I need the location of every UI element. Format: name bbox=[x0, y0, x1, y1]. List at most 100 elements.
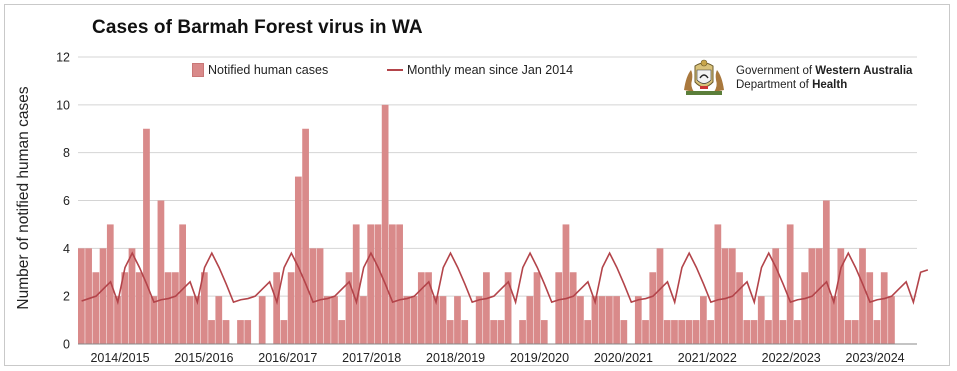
bar bbox=[649, 272, 657, 344]
bar bbox=[114, 296, 121, 344]
bar bbox=[634, 296, 642, 344]
bar bbox=[859, 248, 866, 344]
x-tick-label: 2018/2019 bbox=[426, 351, 485, 365]
x-tick-label: 2023/2024 bbox=[846, 351, 905, 365]
legend-item-mean: Monthly mean since Jan 2014 bbox=[387, 63, 573, 77]
bar bbox=[360, 296, 367, 344]
bar bbox=[374, 224, 382, 344]
y-tick-label: 8 bbox=[63, 146, 70, 160]
bar bbox=[656, 248, 664, 344]
bar bbox=[598, 296, 606, 344]
bar bbox=[121, 272, 129, 344]
department-branding: Government of Western Australia Departme… bbox=[736, 64, 912, 92]
bar bbox=[208, 320, 215, 344]
legend-swatch-bar bbox=[192, 63, 204, 77]
bar bbox=[584, 320, 592, 344]
bar bbox=[461, 320, 469, 344]
bar bbox=[692, 320, 700, 344]
bar bbox=[504, 272, 512, 344]
bar bbox=[822, 200, 830, 344]
bar bbox=[106, 224, 114, 344]
bar bbox=[577, 296, 584, 344]
bar bbox=[200, 272, 208, 344]
bar bbox=[128, 248, 136, 344]
bar bbox=[519, 320, 526, 344]
bar bbox=[338, 320, 346, 344]
bar bbox=[844, 320, 852, 344]
bar bbox=[671, 320, 678, 344]
bar bbox=[750, 320, 758, 344]
bar bbox=[454, 296, 461, 344]
bar bbox=[873, 320, 881, 344]
x-tick-label: 2019/2020 bbox=[510, 351, 569, 365]
bar bbox=[888, 296, 895, 344]
x-tick-label: 2014/2015 bbox=[90, 351, 149, 365]
bar bbox=[678, 320, 686, 344]
x-tick-label: 2020/2021 bbox=[594, 351, 653, 365]
bar bbox=[613, 296, 620, 344]
y-tick-label: 10 bbox=[56, 98, 70, 112]
series-line-monthly-mean bbox=[81, 251, 929, 306]
department-line: Department of Health bbox=[736, 79, 848, 91]
x-tick-label: 2015/2016 bbox=[174, 351, 233, 365]
bar bbox=[294, 176, 302, 344]
bar bbox=[483, 272, 490, 344]
bar bbox=[193, 296, 201, 344]
bar bbox=[85, 248, 92, 344]
bar bbox=[540, 320, 548, 344]
bar bbox=[475, 296, 483, 344]
legend-item-cases: Notified human cases bbox=[192, 63, 328, 77]
bar bbox=[78, 248, 85, 344]
bar bbox=[794, 320, 801, 344]
bar bbox=[280, 320, 288, 344]
bar bbox=[772, 248, 780, 344]
bar bbox=[186, 296, 194, 344]
bar bbox=[287, 272, 295, 344]
y-tick-label: 4 bbox=[63, 242, 70, 256]
bar bbox=[866, 272, 874, 344]
bar bbox=[164, 272, 172, 344]
bar bbox=[352, 224, 360, 344]
bar bbox=[497, 320, 505, 344]
bar bbox=[403, 296, 411, 344]
x-tick-label: 2017/2018 bbox=[342, 351, 401, 365]
bar bbox=[432, 296, 440, 344]
x-tick-label: 2016/2017 bbox=[258, 351, 317, 365]
bar bbox=[302, 128, 309, 344]
bar bbox=[765, 320, 772, 344]
bar bbox=[446, 320, 454, 344]
bar bbox=[331, 296, 338, 344]
bar bbox=[707, 320, 714, 344]
bar bbox=[555, 272, 563, 344]
bar bbox=[396, 224, 403, 344]
government-line: Government of Western Australia bbox=[736, 65, 913, 77]
bar bbox=[417, 272, 425, 344]
bar bbox=[215, 296, 223, 344]
bar bbox=[381, 104, 389, 344]
bar bbox=[526, 296, 534, 344]
chart-title: Cases of Barmah Forest virus in WA bbox=[92, 17, 423, 38]
bar bbox=[663, 320, 671, 344]
bar bbox=[569, 272, 577, 344]
wa-coat-of-arms-icon bbox=[684, 59, 724, 95]
bar bbox=[801, 272, 809, 344]
bar bbox=[157, 200, 165, 344]
bar bbox=[620, 320, 628, 344]
bar bbox=[258, 296, 266, 344]
bar bbox=[837, 248, 845, 344]
x-tick-label: 2021/2022 bbox=[678, 351, 737, 365]
bar bbox=[99, 248, 107, 344]
bar bbox=[172, 272, 179, 344]
bar bbox=[779, 320, 787, 344]
bar bbox=[743, 320, 751, 344]
bar bbox=[642, 320, 649, 344]
bar bbox=[345, 272, 353, 344]
bar bbox=[830, 296, 837, 344]
bar bbox=[880, 272, 888, 344]
bar bbox=[143, 128, 150, 344]
bar bbox=[150, 296, 158, 344]
bar bbox=[244, 320, 252, 344]
bar bbox=[562, 224, 570, 344]
bar bbox=[367, 224, 375, 344]
bar bbox=[685, 320, 693, 344]
